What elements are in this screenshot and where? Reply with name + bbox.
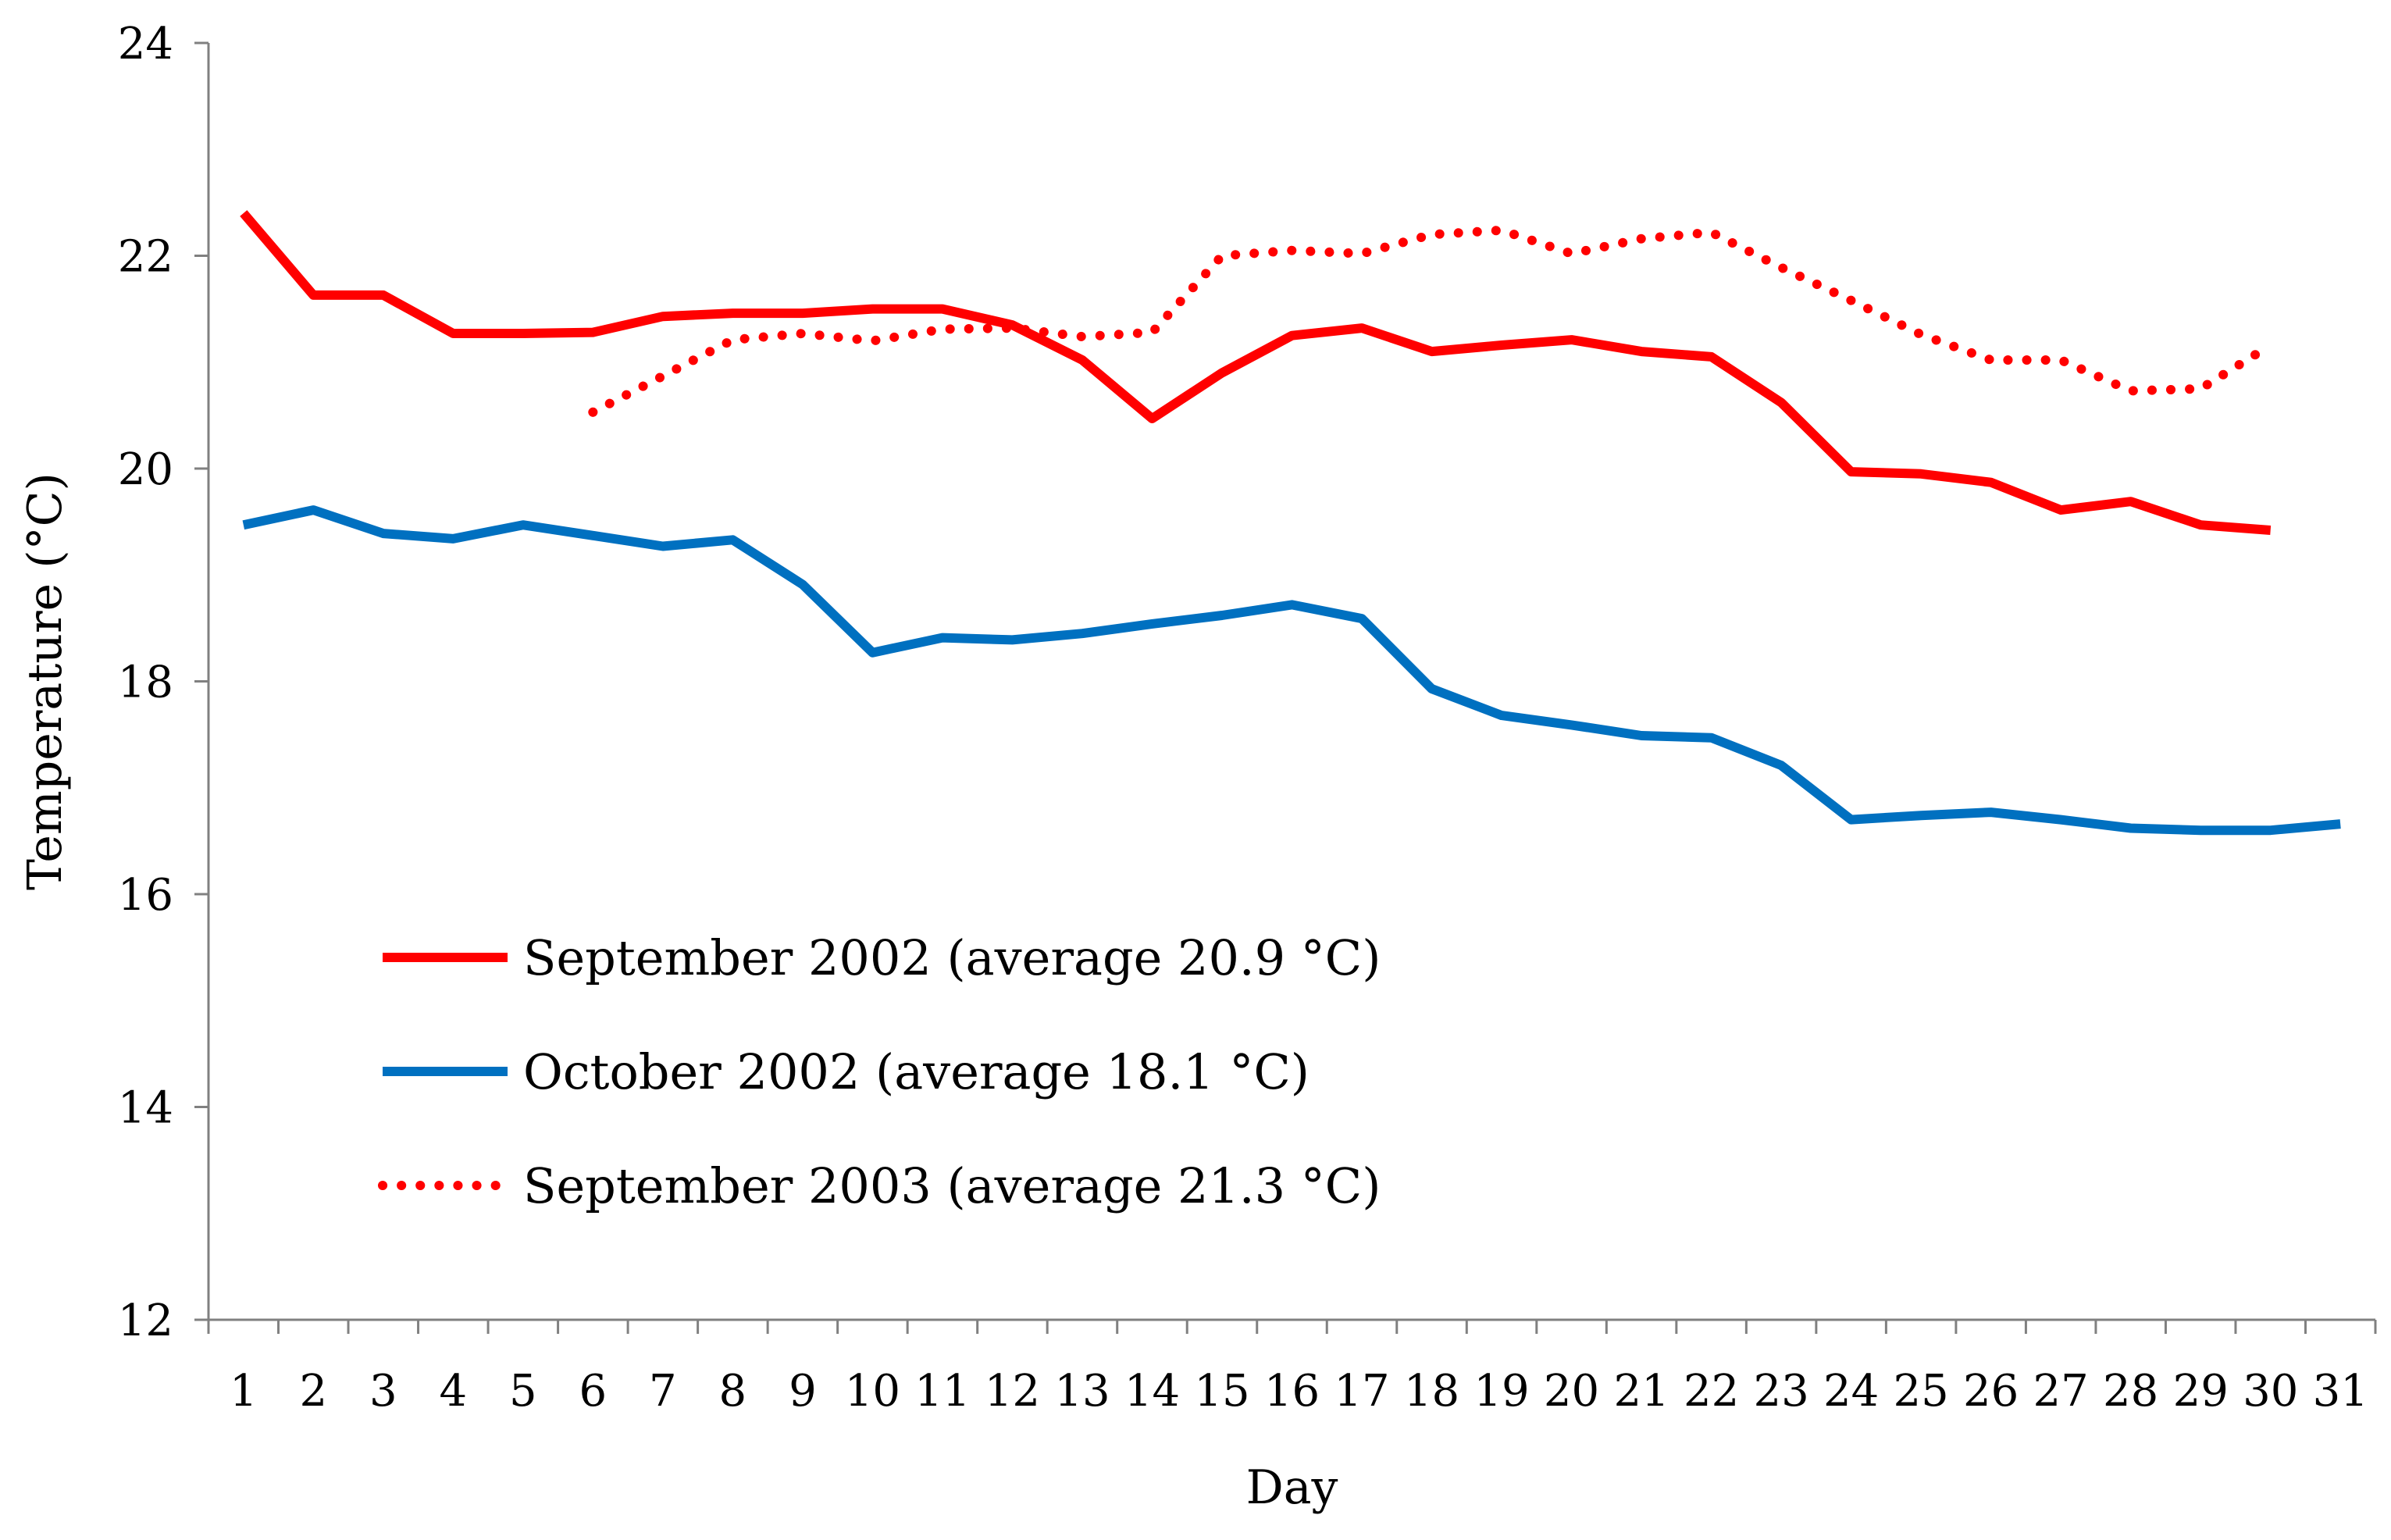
x-tick-label: 22 <box>1684 1366 1739 1417</box>
x-tick-label: 6 <box>579 1366 608 1417</box>
x-tick-label: 5 <box>509 1366 537 1417</box>
x-tick-label: 15 <box>1194 1366 1249 1417</box>
series-line-september-2003 <box>588 225 2275 417</box>
x-tick-label: 31 <box>2313 1366 2368 1417</box>
series-layer <box>240 210 2341 836</box>
x-tick-label: 18 <box>1404 1366 1459 1417</box>
chart-axes <box>207 43 2375 1321</box>
x-tick-label: 9 <box>789 1366 817 1417</box>
y-tick-label: 20 <box>118 444 173 495</box>
legend-label-september-2002: September 2002 (average 20.9 °C) <box>523 929 1381 986</box>
x-tick-label: 23 <box>1753 1366 1808 1417</box>
y-tick-label: 24 <box>118 19 173 70</box>
x-tick-label: 8 <box>719 1366 747 1417</box>
x-tick-label: 21 <box>1613 1366 1669 1417</box>
x-tick-label: 12 <box>985 1366 1040 1417</box>
series-line-october-2002 <box>242 505 2341 836</box>
y-tick-label: 22 <box>118 232 173 283</box>
x-tick-label: 14 <box>1124 1366 1180 1417</box>
x-axis-ticks: 1 2 3 4 5 6 7 8 9 10 11 12 13 14 15 16 17 18 19 20 21 22 23 24 2… <box>207 1320 2377 1417</box>
x-tick-label: 30 <box>2243 1366 2298 1417</box>
y-axis-title: Temperature (°C) <box>18 472 73 890</box>
y-tick-label: 16 <box>118 870 173 921</box>
x-tick-label: 19 <box>1473 1366 1529 1417</box>
x-tick-label: 16 <box>1264 1366 1320 1417</box>
y-axis-ticks: 12 14 16 18 20 22 24 <box>118 19 208 1346</box>
x-tick-label: 28 <box>2103 1366 2158 1417</box>
legend: September 2002 (average 20.9 °C) October… <box>378 929 1381 1214</box>
legend-label-october-2002: October 2002 (average 18.1 °C) <box>523 1043 1310 1100</box>
legend-label-september-2003: September 2003 (average 21.3 °C) <box>523 1157 1381 1214</box>
y-tick-label: 18 <box>118 658 173 708</box>
x-tick-label: 13 <box>1054 1366 1110 1417</box>
x-tick-label: 1 <box>230 1366 258 1417</box>
x-tick-label: 27 <box>2033 1366 2089 1417</box>
x-axis-title: Day <box>1246 1460 1338 1515</box>
series-line-september-2002 <box>240 210 2272 535</box>
x-tick-label: 4 <box>439 1366 467 1417</box>
x-tick-label: 26 <box>1963 1366 2019 1417</box>
x-tick-label: 7 <box>649 1366 677 1417</box>
x-tick-label: 25 <box>1894 1366 1949 1417</box>
x-tick-label: 29 <box>2173 1366 2229 1417</box>
y-tick-label: 14 <box>118 1083 173 1134</box>
x-tick-label: 17 <box>1334 1366 1389 1417</box>
x-tick-label: 11 <box>914 1366 970 1417</box>
x-tick-label: 24 <box>1823 1366 1879 1417</box>
y-tick-label: 12 <box>118 1296 173 1346</box>
x-tick-label: 3 <box>369 1366 397 1417</box>
x-tick-label: 10 <box>845 1366 900 1417</box>
x-tick-label: 20 <box>1544 1366 1599 1417</box>
x-tick-label: 2 <box>299 1366 327 1417</box>
